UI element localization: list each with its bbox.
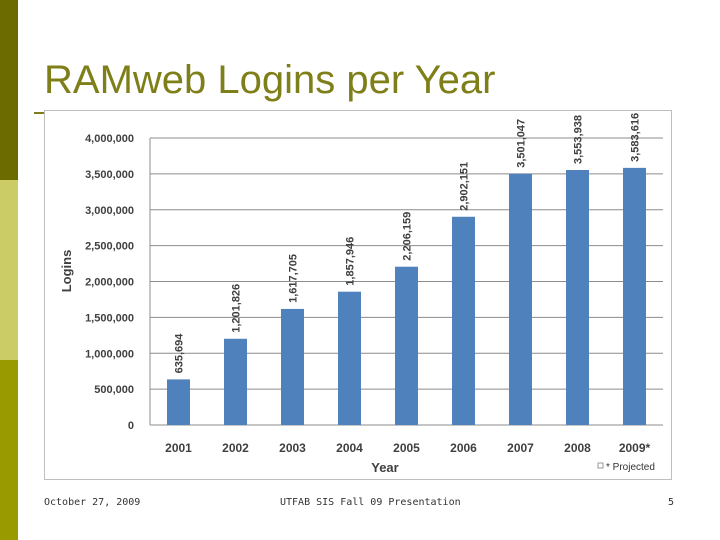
data-label: 1,857,946 [345,237,357,286]
data-label: 1,201,826 [231,284,243,333]
data-label: 3,553,938 [573,115,585,164]
x-tick-label: 2006 [450,441,477,455]
legend-text: * Projected [606,462,655,473]
y-tick-label: 2,500,000 [85,241,134,253]
y-tick-label: 0 [128,420,134,432]
sidebar-band-bottom [0,360,18,540]
page-number: 5 [668,497,675,508]
y-tick-label: 2,000,000 [85,277,134,289]
sidebar-band-middle [0,180,18,360]
y-tick-label: 500,000 [94,384,134,396]
data-label: 635,694 [174,333,186,374]
x-axis-title: Year [371,460,398,475]
bar-2007 [509,173,532,425]
legend-swatch [597,462,604,469]
bar-2001 [167,379,190,425]
sidebar-band-top [0,0,18,180]
footer-center-text: UTFAB SIS Fall 09 Presentation [280,497,461,508]
data-label: 2,206,159 [402,212,414,261]
y-tick-label: 1,000,000 [85,348,134,360]
data-label: 3,583,616 [630,113,642,162]
bar-2005 [395,266,418,425]
bar-2003 [281,308,304,425]
x-tick-label: 2008 [564,441,591,455]
bar-2008 [566,170,589,425]
chart-frame: 0 500,000 1,000,000 1,500,000 2,000,000 2,500… [44,110,672,480]
y-tick-label: 1,500,000 [85,312,134,324]
y-tick-label: 3,500,000 [85,169,134,181]
x-tick-label: 2003 [279,441,306,455]
x-tick-label: 2005 [393,441,420,455]
data-label: 1,617,705 [288,254,300,303]
data-label: 3,501,047 [516,119,528,168]
bar-2002 [224,338,247,425]
x-tick-label: 2009* [619,441,651,455]
bar-2004 [338,291,361,425]
x-tick-label: 2004 [336,441,363,455]
bar-chart: 0 500,000 1,000,000 1,500,000 2,000,000 2,500… [59,113,663,475]
x-tick-label: 2007 [507,441,534,455]
data-label: 2,902,151 [459,162,471,211]
footer-date: October 27, 2009 [44,497,141,508]
y-tick-label: 4,000,000 [85,133,134,145]
slide-title: RAMweb Logins per Year [44,58,496,102]
bar-2006 [452,216,475,425]
x-tick-label: 2001 [165,441,192,455]
y-tick-label: 3,000,000 [85,205,134,217]
bar-2009 [623,167,646,425]
y-axis-title: Logins [59,250,74,293]
x-tick-label: 2002 [222,441,249,455]
